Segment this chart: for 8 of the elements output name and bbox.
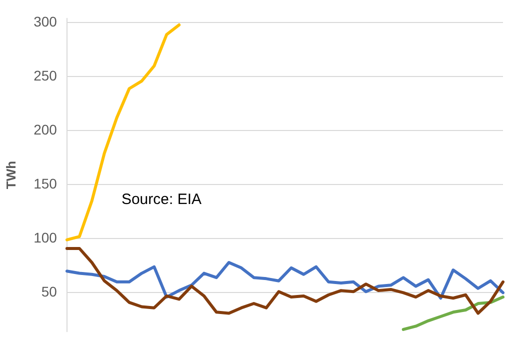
y-tick-label: 50 [41,284,58,300]
annotation: Source: EIA [121,191,202,208]
y-tick-label: 200 [34,122,58,138]
y-tick-label: 150 [34,176,58,192]
y-tick-label: 100 [34,230,58,246]
y-tick-label: 300 [34,14,58,30]
y-axis-title: TWh [3,160,18,190]
y-tick-label: 250 [34,68,58,84]
